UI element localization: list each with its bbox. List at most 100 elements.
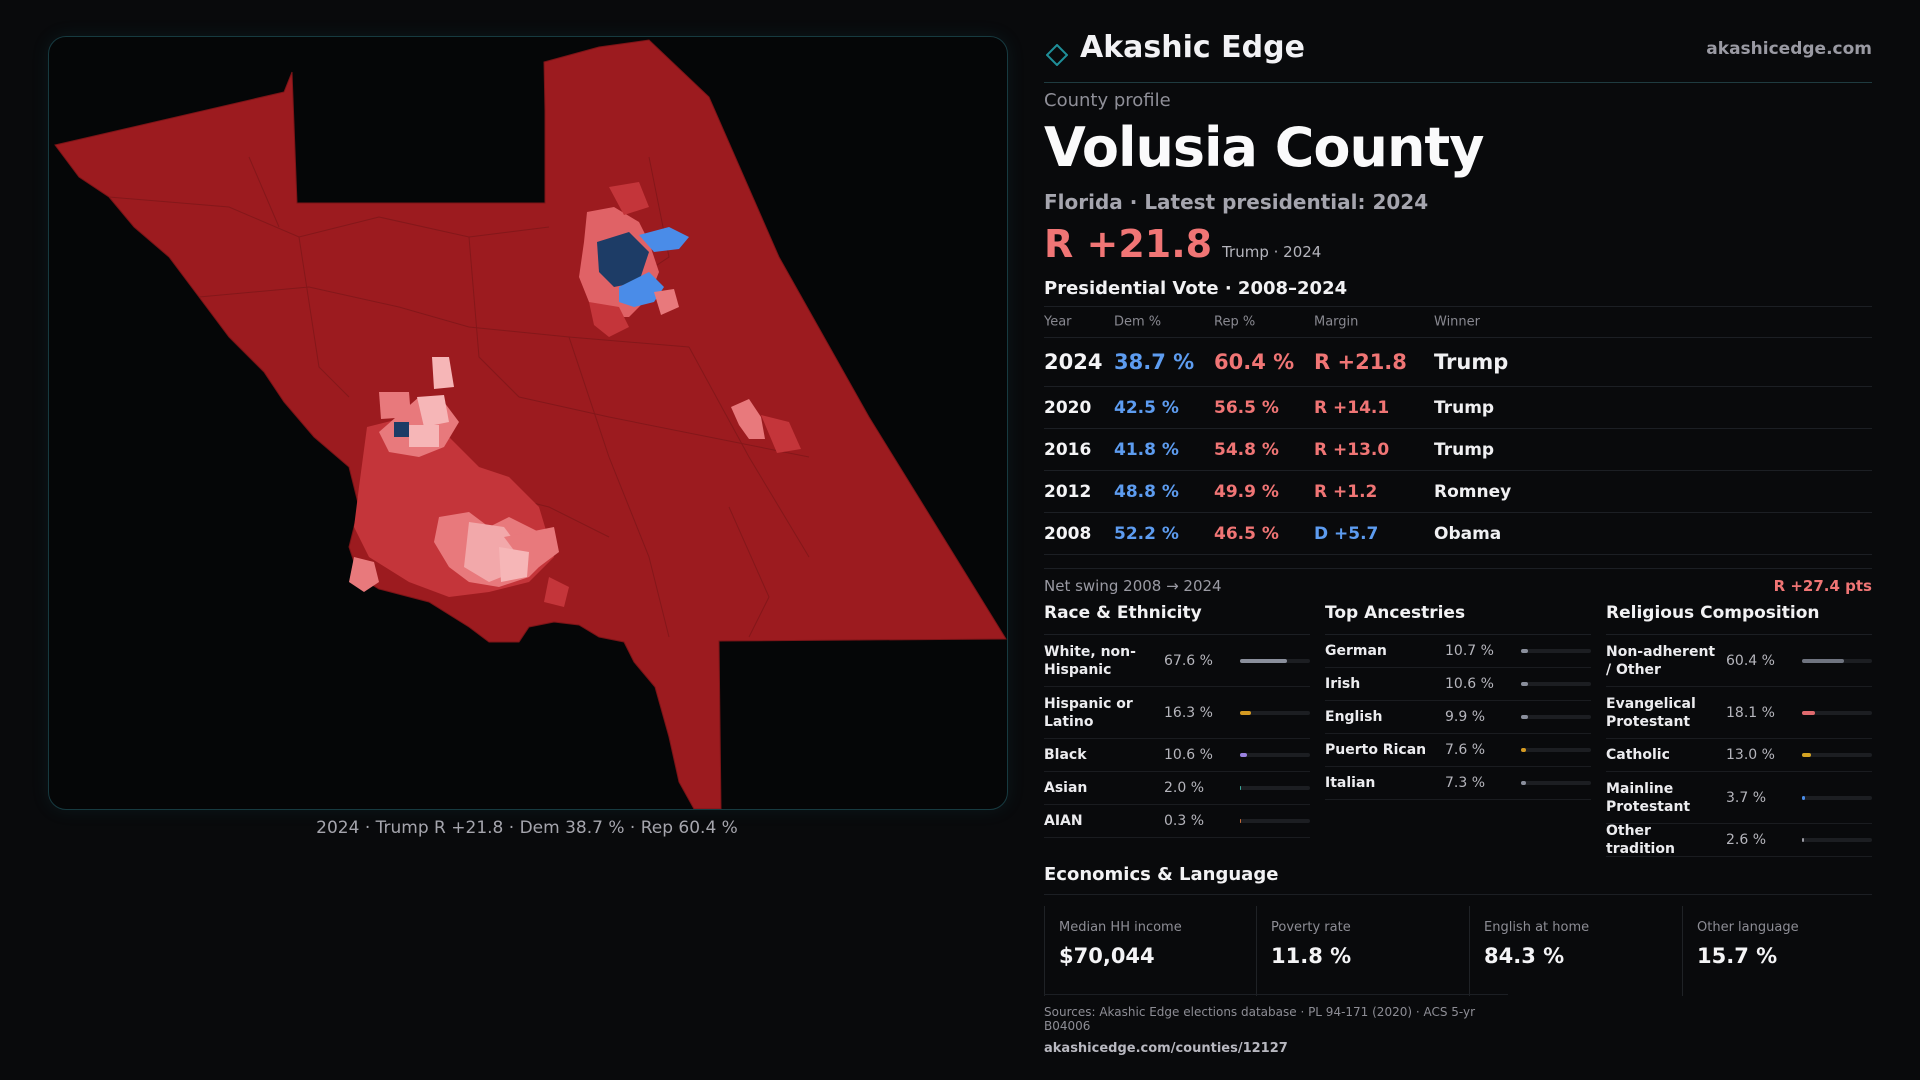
headline-winner: Trump · 2024 <box>1222 243 1322 261</box>
item-value: 60.4 % <box>1726 652 1775 669</box>
column-header-winner: Winner <box>1434 314 1481 330</box>
row-margin: R +13.0 <box>1314 439 1390 460</box>
share-bar <box>1802 710 1872 715</box>
list-item: Asian 2.0 % <box>1044 772 1310 805</box>
table-row: 2008 52.2 % 46.5 % D +5.7 Obama <box>1044 513 1872 555</box>
row-margin: D +5.7 <box>1314 523 1379 544</box>
stat-value: 15.7 % <box>1697 944 1778 968</box>
northeast-cluster <box>579 182 689 337</box>
item-label: AIAN <box>1044 813 1083 829</box>
share-bar <box>1802 753 1872 757</box>
share-bar <box>1240 710 1310 715</box>
race-section: Race & Ethnicity White, non-Hispanic 67.… <box>1044 602 1310 838</box>
item-label: Other tradition <box>1606 823 1675 857</box>
share-bar <box>1240 658 1310 663</box>
share-bar <box>1521 682 1591 686</box>
row-rep: 60.4 % <box>1214 350 1295 374</box>
share-bar <box>1521 781 1591 785</box>
item-value: 13.0 % <box>1726 747 1775 763</box>
row-winner: Trump <box>1434 439 1495 460</box>
list-item: German 10.7 % <box>1325 635 1591 668</box>
table-row: 2012 48.8 % 49.9 % R +1.2 Romney <box>1044 471 1872 513</box>
item-label: Irish <box>1325 676 1361 692</box>
item-value: 9.9 % <box>1445 709 1486 725</box>
sources-text: Sources: Akashic Edge elections database… <box>1044 1005 1476 1033</box>
item-value: 18.1 % <box>1726 704 1775 721</box>
share-bar-fill <box>1521 748 1527 752</box>
stat-cell: Other language 15.7 % <box>1682 906 1879 996</box>
county-map-panel[interactable] <box>48 36 1008 810</box>
share-bar-fill <box>1802 658 1845 663</box>
item-value: 16.3 % <box>1164 704 1213 721</box>
table-row: 2016 41.8 % 54.8 % R +13.0 Trump <box>1044 429 1872 471</box>
stat-cell: English at home 84.3 % <box>1469 906 1666 996</box>
row-rep: 49.9 % <box>1214 481 1279 502</box>
column-header-rep: Rep % <box>1214 314 1256 330</box>
southwest-cluster <box>349 357 569 607</box>
list-item: Irish 10.6 % <box>1325 668 1591 701</box>
share-bar <box>1521 715 1591 719</box>
row-dem: 48.8 % <box>1114 481 1179 502</box>
stat-cell: Median HH income $70,044 <box>1044 906 1241 996</box>
item-value: 3.7 % <box>1726 789 1767 806</box>
east-spot <box>731 399 801 453</box>
list-item: Mainline Protestant 3.7 % <box>1606 772 1872 824</box>
list-item: Puerto Rican 7.6 % <box>1325 734 1591 767</box>
column-header-dem: Dem % <box>1114 314 1162 330</box>
item-label: Mainline Protestant <box>1606 780 1691 815</box>
item-value: 10.7 % <box>1445 643 1494 659</box>
stat-value: 84.3 % <box>1484 944 1565 968</box>
presidential-table: Year Dem % Rep % Margin Winner 2024 38.7… <box>1044 306 1872 555</box>
sources-footer: Sources: Akashic Edge elections database… <box>1044 994 1508 1056</box>
share-bar-fill <box>1240 658 1288 663</box>
item-label: Evangelical Protestant <box>1606 695 1696 730</box>
ancestry-section: Top Ancestries German 10.7 % Irish 10.6 … <box>1325 602 1591 800</box>
item-label: Italian <box>1325 775 1376 791</box>
county-precinct-map[interactable] <box>49 37 1007 809</box>
row-dem: 41.8 % <box>1114 439 1179 460</box>
brand-header: Akashic Edge akashicedge.com <box>1044 30 1872 83</box>
stat-label: Median HH income <box>1059 920 1182 935</box>
share-bar <box>1521 748 1591 752</box>
row-margin: R +14.1 <box>1314 397 1390 418</box>
row-winner: Obama <box>1434 523 1502 544</box>
stat-value: 11.8 % <box>1271 944 1352 968</box>
share-bar-fill <box>1802 838 1804 842</box>
share-bar <box>1240 786 1310 790</box>
row-winner: Trump <box>1434 397 1495 418</box>
share-bar-fill <box>1802 710 1815 715</box>
share-bar-fill <box>1521 781 1527 785</box>
item-label: Catholic <box>1606 747 1670 763</box>
row-rep: 54.8 % <box>1214 439 1279 460</box>
county-permalink[interactable]: akashicedge.com/counties/12127 <box>1044 1041 1288 1056</box>
item-value: 7.6 % <box>1445 742 1486 758</box>
stat-value: $70,044 <box>1059 944 1155 968</box>
net-swing: Net swing 2008 → 2024 R +27.4 pts <box>1044 568 1872 595</box>
share-bar-fill <box>1240 786 1242 790</box>
presidential-title: Presidential Vote · 2008–2024 <box>1044 278 1348 299</box>
brand-url-link[interactable]: akashicedge.com <box>1706 39 1872 59</box>
headline-result: R +21.8 Trump · 2024 <box>1044 222 1321 266</box>
share-bar <box>1802 658 1872 663</box>
list-item: Evangelical Protestant 18.1 % <box>1606 687 1872 739</box>
list-item: Non-adherent / Other 60.4 % <box>1606 635 1872 687</box>
share-bar <box>1521 649 1591 653</box>
county-shape <box>54 39 1007 809</box>
row-dem: 42.5 % <box>1114 397 1179 418</box>
share-bar-fill <box>1802 795 1805 800</box>
list-item: AIAN 0.3 % <box>1044 805 1310 838</box>
headline-margin: R +21.8 <box>1044 222 1213 266</box>
row-rep: 56.5 % <box>1214 397 1279 418</box>
share-bar-fill <box>1802 753 1812 757</box>
list-item: Black 10.6 % <box>1044 739 1310 772</box>
page-kicker: County profile <box>1044 90 1171 111</box>
item-value: 67.6 % <box>1164 652 1213 669</box>
share-bar <box>1240 819 1310 823</box>
brand-name: Akashic Edge <box>1080 30 1305 65</box>
item-label: Hispanic or Latino <box>1044 695 1133 730</box>
row-winner: Trump <box>1434 350 1509 374</box>
list-item: Italian 7.3 % <box>1325 767 1591 800</box>
page-subtitle: Florida · Latest presidential: 2024 <box>1044 190 1429 214</box>
economics-stats: Median HH income $70,044 Poverty rate 11… <box>1044 906 1872 996</box>
stat-label: English at home <box>1484 920 1590 935</box>
